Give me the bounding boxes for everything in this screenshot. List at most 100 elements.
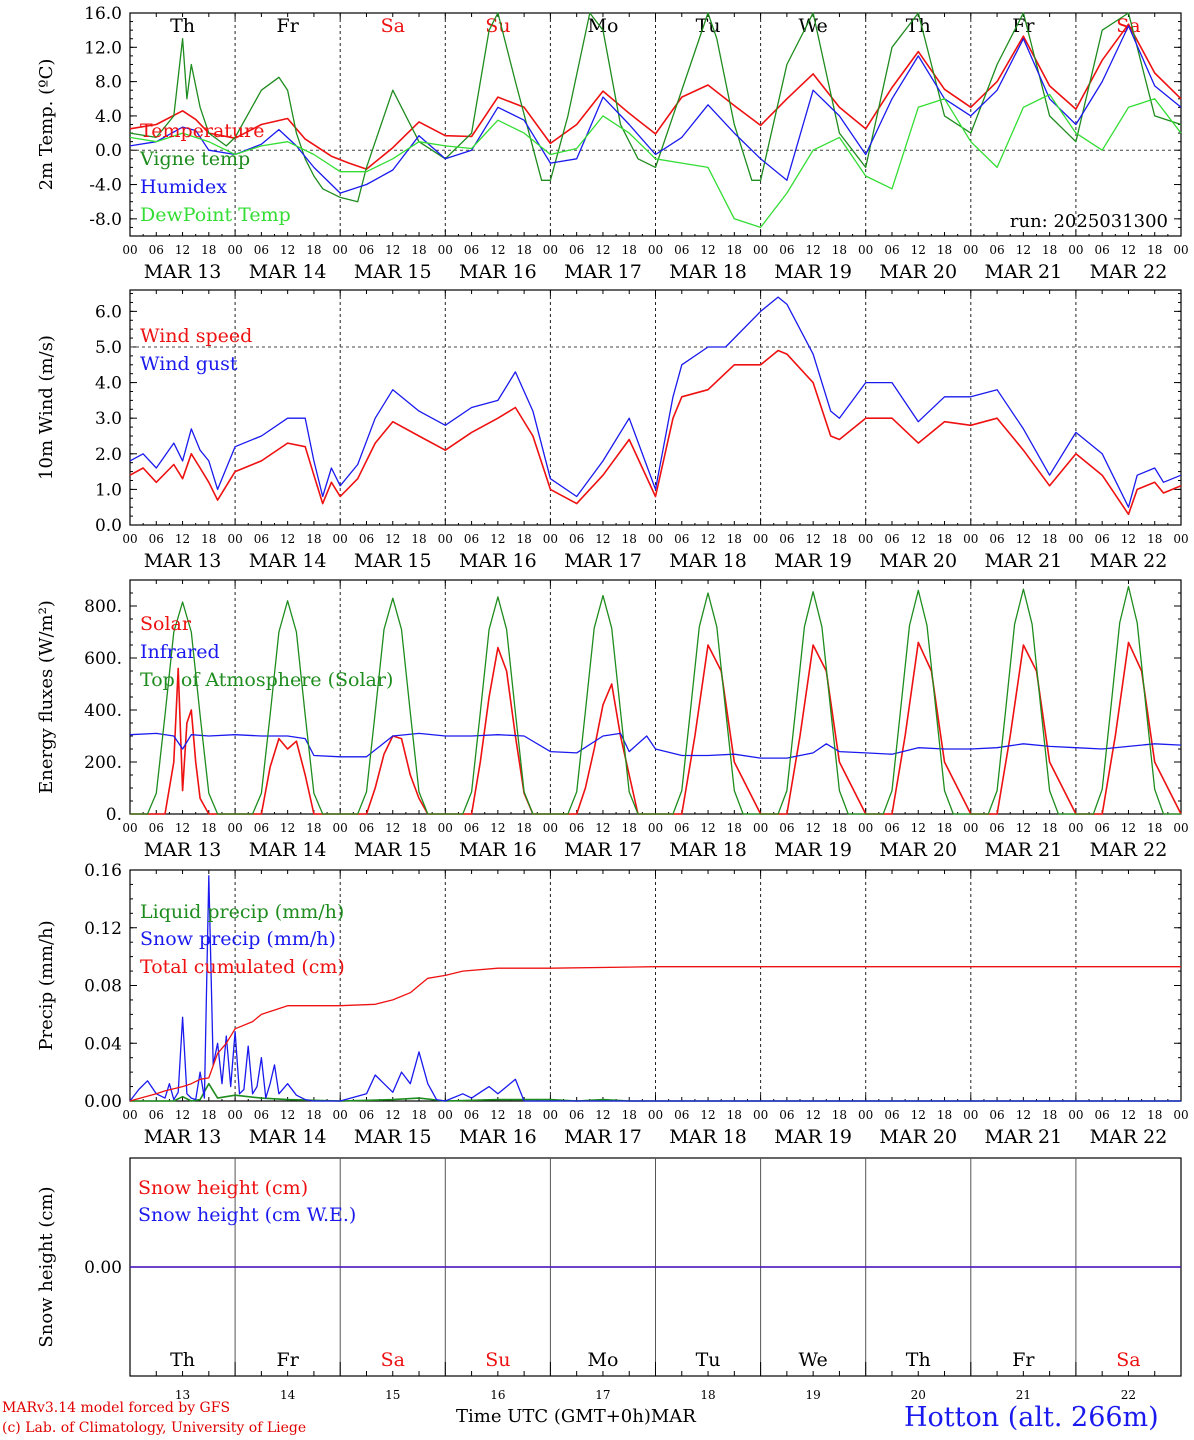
legend-entry: DewPoint Temp <box>140 204 291 226</box>
day-name-label: Mo <box>587 1349 618 1371</box>
date-label: MAR 13 <box>144 1126 222 1148</box>
day-number-label: 20 <box>911 1388 926 1402</box>
hour-tick-label: 00 <box>333 243 348 257</box>
date-label: MAR 14 <box>249 839 327 861</box>
plot-frame <box>129 12 1182 237</box>
hour-tick-label: 12 <box>490 1108 505 1122</box>
date-label: MAR 17 <box>564 1126 642 1148</box>
hour-tick-label: 06 <box>884 532 899 546</box>
hour-tick-label: 12 <box>1121 1108 1136 1122</box>
day-number-label: 18 <box>700 1388 715 1402</box>
day-name-label: Th <box>906 15 931 37</box>
hour-tick-label: 12 <box>1016 821 1031 835</box>
hour-tick-label: 18 <box>1147 532 1162 546</box>
hour-tick-label: 12 <box>595 532 610 546</box>
hour-tick-label: 18 <box>1042 243 1057 257</box>
day-name-label: Fr <box>277 1349 300 1371</box>
hour-tick-label: 06 <box>254 243 269 257</box>
hour-tick-label: 00 <box>543 1108 558 1122</box>
y-tick-label: 600. <box>84 649 122 669</box>
y-tick-label: 1.0 <box>95 480 122 500</box>
date-label: MAR 13 <box>144 550 222 572</box>
hour-tick-label: 06 <box>569 1108 584 1122</box>
hour-tick-label: 06 <box>674 532 689 546</box>
hour-tick-label: 00 <box>438 243 453 257</box>
hour-tick-label: 06 <box>569 243 584 257</box>
hour-tick-label: 06 <box>1095 821 1110 835</box>
hour-tick-label: 18 <box>516 532 531 546</box>
y-tick-label: 0.08 <box>84 977 122 997</box>
hour-tick-label: 00 <box>753 1108 768 1122</box>
date-label: MAR 17 <box>564 550 642 572</box>
hour-tick-label: 00 <box>227 532 242 546</box>
hour-tick-label: 18 <box>306 243 321 257</box>
hour-tick-label: 06 <box>779 243 794 257</box>
hour-tick-label: 12 <box>175 243 190 257</box>
hour-tick-label: 18 <box>201 821 216 835</box>
date-label: MAR 17 <box>564 261 642 283</box>
hour-tick-label: 18 <box>411 532 426 546</box>
hour-tick-label: 18 <box>516 243 531 257</box>
hour-tick-label: 12 <box>700 532 715 546</box>
day-name-label: Sa <box>381 15 405 37</box>
date-label: MAR 21 <box>984 550 1062 572</box>
hour-tick-label: 06 <box>674 821 689 835</box>
legend-entry: Infrared <box>140 641 220 663</box>
hour-tick-label: 00 <box>122 532 137 546</box>
hour-tick-label: 18 <box>201 532 216 546</box>
date-label: MAR 22 <box>1090 839 1168 861</box>
hour-tick-label: 18 <box>727 243 742 257</box>
hour-tick-label: 06 <box>884 821 899 835</box>
hour-tick-label: 12 <box>806 243 821 257</box>
y-tick-label: 0.16 <box>84 861 122 881</box>
hour-tick-label: 06 <box>254 821 269 835</box>
hour-tick-label: 18 <box>1042 821 1057 835</box>
hour-tick-label: 00 <box>1068 532 1083 546</box>
hour-tick-label: 18 <box>1147 821 1162 835</box>
station-name: Hotton (alt. 266m) <box>904 1402 1159 1433</box>
day-name-label: Mo <box>587 15 618 37</box>
hour-tick-label: 18 <box>1147 243 1162 257</box>
y-tick-label: 4.0 <box>95 374 122 394</box>
hour-tick-label: 00 <box>1068 1108 1083 1122</box>
date-label: MAR 20 <box>879 839 957 861</box>
day-name-label: Sa <box>381 1349 405 1371</box>
hour-tick-label: 12 <box>806 1108 821 1122</box>
hour-tick-label: 06 <box>254 532 269 546</box>
hour-tick-label: 12 <box>175 1108 190 1122</box>
y-axis-label: Precip (mm/h) <box>36 920 57 1050</box>
hour-tick-label: 18 <box>937 243 952 257</box>
hour-tick-label: 00 <box>648 1108 663 1122</box>
hour-tick-label: 18 <box>727 532 742 546</box>
date-label: MAR 20 <box>879 261 957 283</box>
hour-tick-label: 18 <box>411 1108 426 1122</box>
y-axis-label: Snow height (cm) <box>36 1186 57 1347</box>
date-label: MAR 19 <box>774 550 852 572</box>
hour-tick-label: 12 <box>490 532 505 546</box>
hour-tick-label: 12 <box>700 821 715 835</box>
y-tick-label: 0.12 <box>84 919 122 939</box>
hour-tick-label: 06 <box>149 532 164 546</box>
day-name-label: Tu <box>696 15 721 37</box>
hour-tick-label: 00 <box>858 243 873 257</box>
date-label: MAR 14 <box>249 550 327 572</box>
hour-tick-label: 00 <box>1173 532 1188 546</box>
hour-tick-label: 06 <box>359 821 374 835</box>
hour-tick-label: 00 <box>1173 1108 1188 1122</box>
hour-tick-label: 06 <box>149 243 164 257</box>
day-name-label: Su <box>485 15 510 37</box>
hour-tick-label: 06 <box>464 1108 479 1122</box>
hour-tick-label: 00 <box>963 532 978 546</box>
date-label: MAR 15 <box>354 261 432 283</box>
date-label: MAR 16 <box>459 1126 537 1148</box>
legend-entry: Snow height (cm) <box>138 1177 308 1199</box>
y-axis-label: 10m Wind (m/s) <box>36 335 57 480</box>
hour-tick-label: 06 <box>464 821 479 835</box>
day-name-label: We <box>799 1349 828 1371</box>
hour-tick-label: 06 <box>779 532 794 546</box>
hour-tick-label: 00 <box>648 821 663 835</box>
hour-tick-label: 00 <box>753 821 768 835</box>
hour-tick-label: 12 <box>280 1108 295 1122</box>
y-tick-label: 800. <box>84 597 122 617</box>
hour-tick-label: 00 <box>963 1108 978 1122</box>
